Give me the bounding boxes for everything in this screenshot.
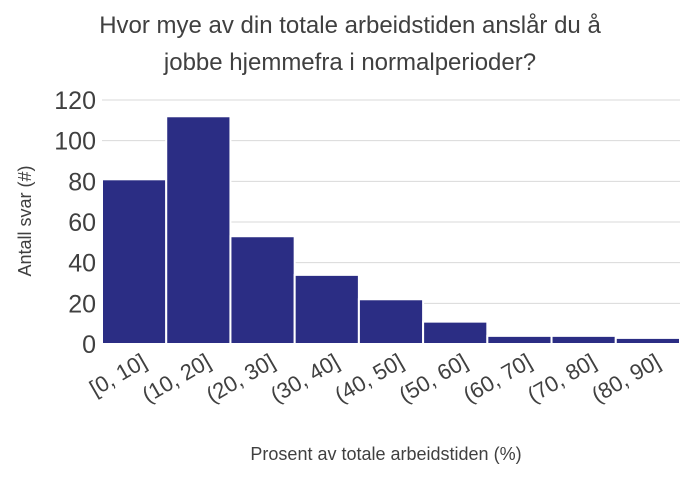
x-tick-label: (10, 20] [138, 349, 215, 408]
bar [293, 273, 360, 345]
y-tick-label: 60 [68, 209, 96, 237]
bar [229, 235, 296, 346]
x-tick-label: (40, 50] [330, 349, 407, 408]
bar [422, 320, 489, 345]
x-tick-label: (20, 30] [202, 349, 279, 408]
bar [614, 336, 681, 345]
y-tick-label: 100 [54, 128, 96, 156]
y-axis-label: Antall svar (#) [15, 165, 35, 276]
y-tick-label: 20 [68, 290, 96, 318]
chart-title-line-1: Hvor mye av din totale arbeidstiden ansl… [99, 12, 601, 39]
y-tick-label: 120 [54, 87, 96, 115]
x-tick-label: (50, 60] [395, 349, 472, 408]
bar [101, 178, 168, 345]
chart-title-line-2: jobbe hjemmefra i normalperioder? [163, 49, 536, 76]
bar [165, 115, 232, 346]
x-tick-label: (80, 90] [587, 349, 664, 408]
x-axis-ticks: [0, 10](10, 20](20, 30](30, 40](40, 50](… [85, 349, 664, 408]
bars [101, 115, 681, 346]
x-tick-label: (60, 70] [459, 349, 536, 408]
bar [550, 334, 617, 346]
y-tick-label: 0 [82, 331, 96, 359]
x-axis-label: Prosent av totale arbeidstiden (%) [250, 444, 521, 464]
bar [486, 334, 553, 346]
y-tick-label: 40 [68, 250, 96, 278]
y-axis-ticks: 0 20 40 60 80 100 120 [54, 87, 96, 359]
bar [357, 298, 425, 345]
x-tick-label: (70, 80] [523, 349, 600, 408]
x-tick-label: (30, 40] [266, 349, 343, 408]
y-tick-label: 80 [68, 168, 96, 196]
